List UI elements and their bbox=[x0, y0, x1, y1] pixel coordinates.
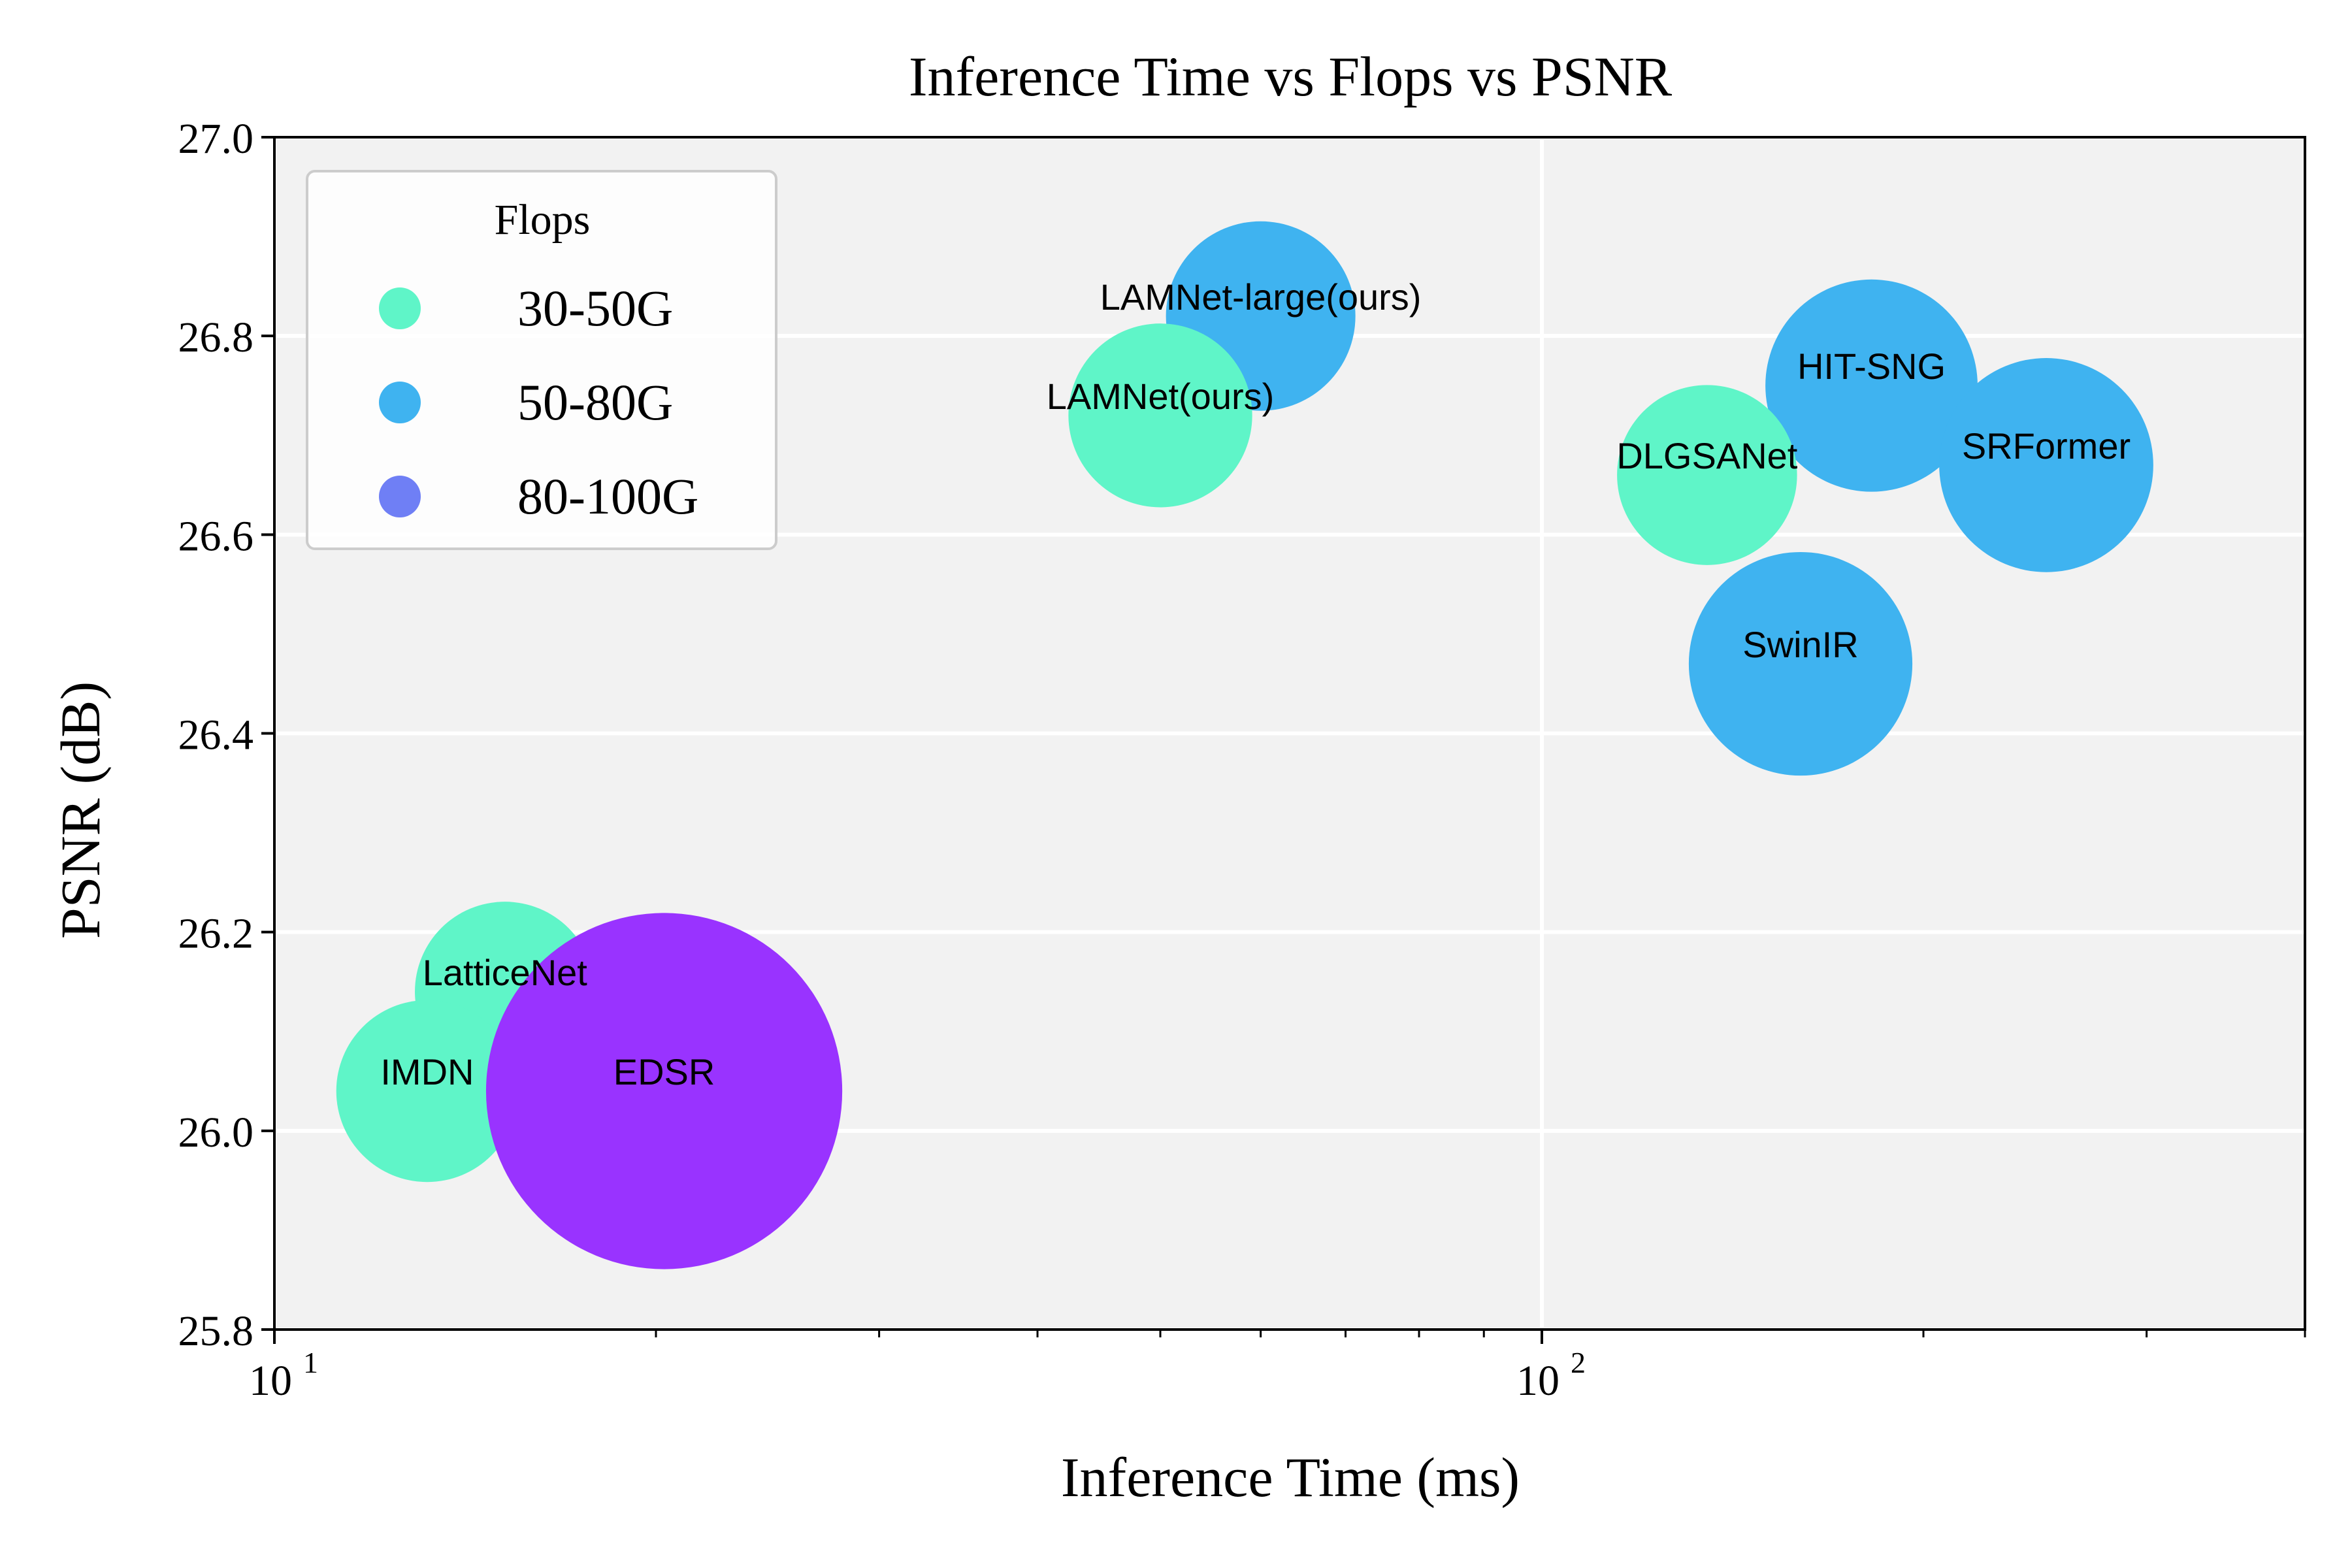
y-axis-label: PSNR (dB) bbox=[49, 681, 112, 939]
bubble-label: EDSR bbox=[613, 1051, 715, 1092]
legend-title: Flops bbox=[495, 196, 591, 244]
y-tick-label: 26.8 bbox=[178, 314, 254, 361]
bubble-dlgsanet bbox=[1617, 385, 1797, 565]
x-tick-label-exponent: 2 bbox=[1571, 1346, 1586, 1379]
legend-label: 30-50G bbox=[517, 280, 673, 336]
bubble-imdn bbox=[336, 1000, 519, 1183]
plot-area: LAMNet-large(ours) LAMNet(ours) HIT-SNG SRF… bbox=[178, 115, 2306, 1405]
legend-label: 80-100G bbox=[517, 468, 698, 525]
bubble-lamnet-ours- bbox=[1068, 323, 1252, 508]
legend-box bbox=[306, 170, 777, 550]
bubble-hit-sng bbox=[1765, 279, 1978, 492]
x-tick-label-exponent: 1 bbox=[303, 1346, 318, 1379]
x-tick-label: 10 bbox=[1516, 1357, 1560, 1405]
y-tick-label: 26.6 bbox=[178, 512, 254, 560]
x-tick-label: 10 bbox=[249, 1357, 292, 1405]
chart-title: Inference Time vs Flops vs PSNR bbox=[909, 45, 1673, 108]
bubble-label: LAMNet(ours) bbox=[1047, 376, 1275, 417]
bubble-label: LatticeNet bbox=[423, 952, 588, 993]
bubble-label: HIT-SNG bbox=[1797, 346, 1946, 387]
y-tick-label: 26.2 bbox=[178, 910, 254, 958]
bubble-srformer bbox=[1939, 358, 2153, 572]
y-tick-label: 26.0 bbox=[178, 1109, 254, 1156]
y-tick-label: 27.0 bbox=[178, 115, 254, 163]
legend-marker bbox=[379, 287, 421, 329]
bubble-label: LAMNet-large(ours) bbox=[1100, 276, 1422, 318]
y-tick-label: 26.4 bbox=[178, 711, 254, 759]
y-tick-label: 25.8 bbox=[178, 1307, 254, 1355]
legend-marker bbox=[379, 476, 421, 517]
bubble-label: DLGSANet bbox=[1616, 435, 1797, 476]
bubble-edsr bbox=[485, 913, 843, 1269]
legend-label: 50-80G bbox=[517, 374, 673, 431]
bubble-label: SwinIR bbox=[1742, 624, 1858, 665]
bubble-swinir bbox=[1688, 551, 1913, 776]
bubble-label: IMDN bbox=[380, 1051, 474, 1092]
bubble-label: SRFormer bbox=[1962, 425, 2131, 466]
legend: Flops 30-50G 50-80G 80-100G bbox=[306, 170, 777, 550]
x-axis-label: Inference Time (ms) bbox=[1061, 1446, 1520, 1509]
legend-marker bbox=[379, 382, 421, 423]
